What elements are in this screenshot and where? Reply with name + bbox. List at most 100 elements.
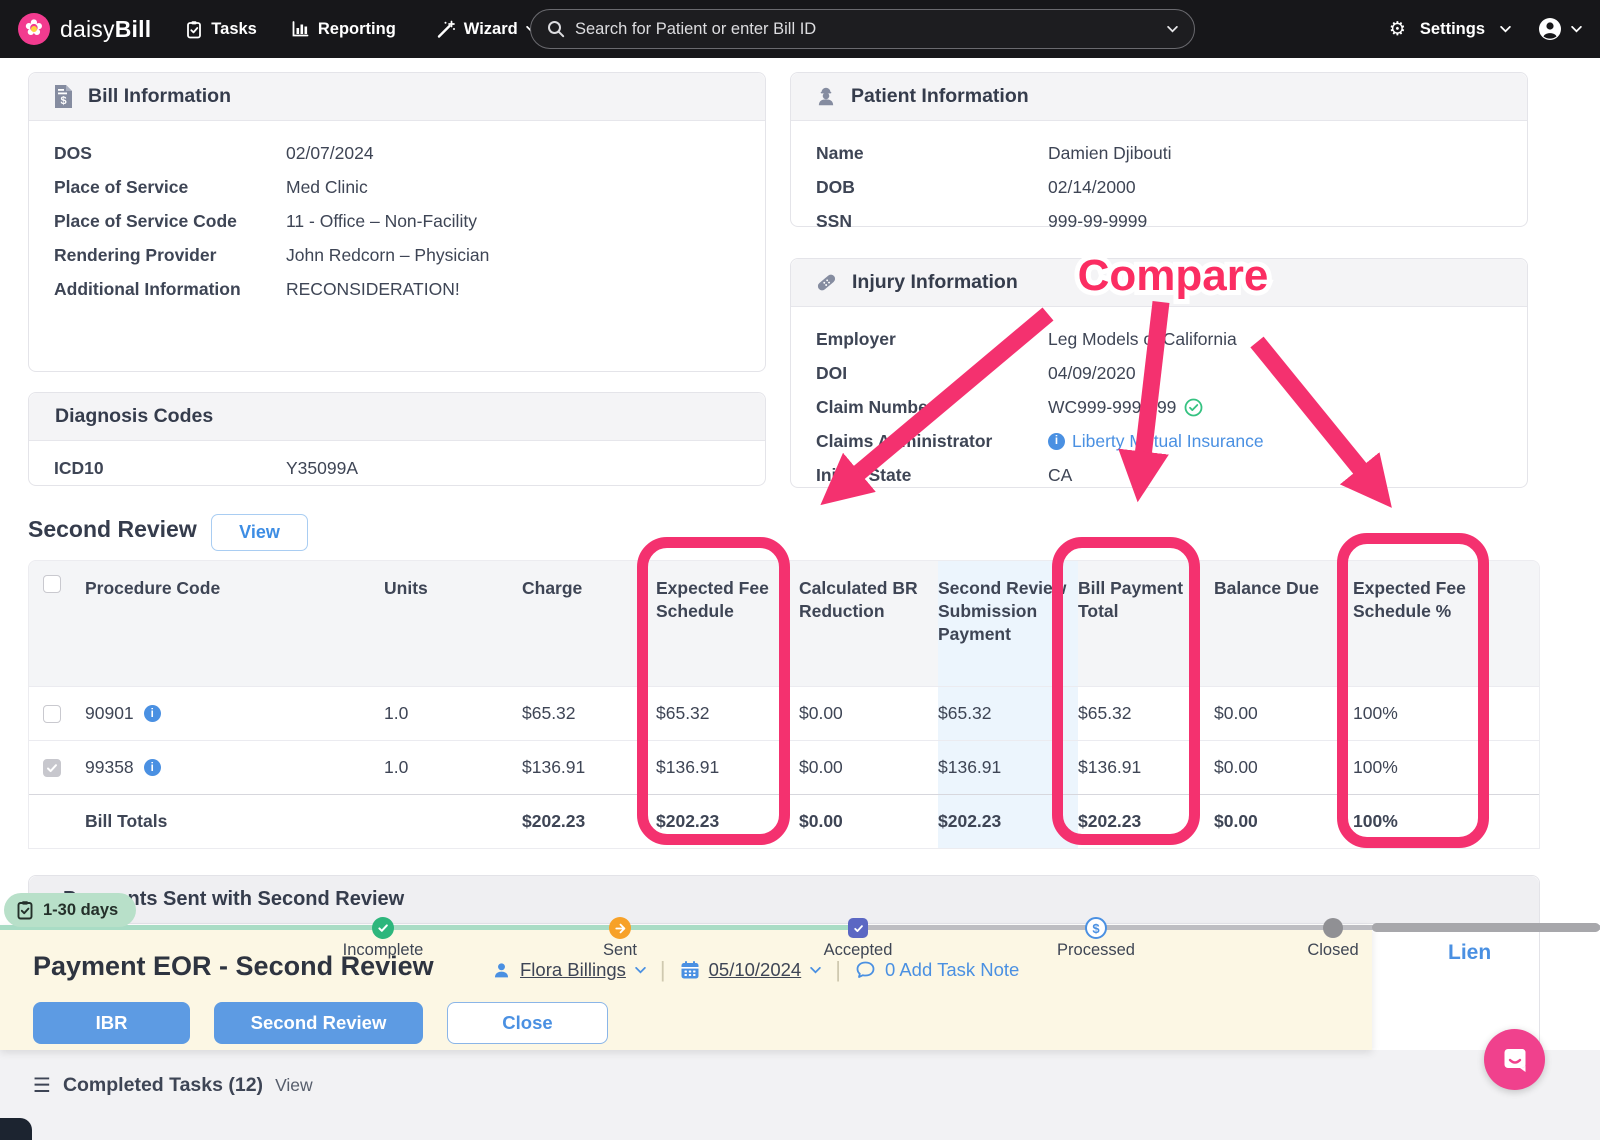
select-all-checkbox[interactable] [43, 575, 61, 593]
bottom-strip: ☰ Completed Tasks (12) View [0, 1050, 1600, 1140]
col-header-balance-due: Balance Due [1214, 578, 1320, 598]
daisybill-logo[interactable]: ✿ daisyBill [18, 13, 151, 45]
row-checkbox[interactable] [43, 704, 61, 723]
brand-text: daisyBill [60, 15, 152, 42]
chat-launcher-button[interactable] [1484, 1029, 1545, 1090]
bill-row-place-of-service: Place of Service Med Clinic [54, 176, 368, 197]
procedure-info-icon[interactable]: i [143, 759, 161, 776]
nav-reporting[interactable]: Reporting [291, 20, 396, 39]
row-checkbox[interactable] [43, 758, 61, 777]
assignee-person-icon [494, 962, 509, 977]
close-button[interactable]: Close [447, 1002, 608, 1044]
payments-sent-header: Payments Sent with Second Review [29, 876, 1539, 924]
add-task-note-label: 0 Add Task Note [884, 959, 1020, 980]
step-incomplete-icon [372, 917, 394, 939]
bottom-left-widget-peek [0, 1118, 32, 1140]
col-header-expected-fee-schedule: Expected Fee Schedule [656, 578, 769, 621]
task-meta-row: Flora Billings | 05/10/2024 | 0 Add Task… [492, 955, 1019, 985]
chat-bubble-icon [1504, 1048, 1525, 1072]
table-header-row: Procedure Code Units Charge Expected Fee… [29, 561, 1539, 686]
procedure-info-icon[interactable]: i [143, 705, 161, 722]
patient-information-card: Patient Information Name Damien Djibouti … [790, 72, 1528, 231]
task-note-bubble-icon [856, 961, 875, 978]
injury-row-state: Injury State CA [816, 464, 1073, 485]
due-date-chevron-down-icon [810, 966, 821, 973]
second-review-heading: Second Review [28, 516, 197, 542]
nav-account[interactable] [1537, 16, 1582, 42]
tasks-clipboard-icon [187, 20, 202, 38]
injury-row-claim-number: Claim Number WC999-999-999 [816, 390, 1527, 424]
step-sent-icon [609, 917, 631, 939]
completed-tasks-row: ☰ Completed Tasks (12) View [33, 1073, 313, 1097]
nav-settings-label: Settings [1419, 19, 1485, 38]
nav-wizard[interactable]: Wizard [436, 20, 537, 39]
separator: | [835, 957, 841, 982]
bill-totals-label: Bill Totals [85, 811, 168, 831]
second-review-view-button[interactable]: View [211, 514, 308, 551]
info-icon: i [1048, 432, 1065, 450]
col-header-units: Units [384, 578, 428, 598]
assignee-selector[interactable]: Flora Billings [492, 959, 646, 981]
col-header-calculated-br-reduction: Calculated BR Reduction [799, 578, 918, 621]
completed-tasks-view-link[interactable]: View [275, 1074, 313, 1095]
injury-row-employer: Employer Leg Models of California [816, 328, 1237, 349]
due-date-selector[interactable]: 05/10/2024 [680, 959, 822, 981]
injury-row-doi: DOI 04/09/2020 [816, 362, 1136, 383]
nav-reporting-label: Reporting [317, 19, 396, 38]
step-sent-label: Sent [603, 941, 637, 959]
diagnosis-row-icd10: ICD10 Y35099A [54, 457, 359, 478]
lien-link[interactable]: Lien [1448, 941, 1492, 964]
daisy-flower-icon: ✿ [18, 13, 50, 45]
wizard-wand-icon [437, 20, 455, 38]
assignee-name: Flora Billings [520, 959, 626, 980]
step-closed-icon [1323, 918, 1343, 938]
nav-tasks-label: Tasks [211, 19, 257, 38]
nav-tasks[interactable]: Tasks [185, 20, 257, 39]
check-icon [47, 763, 57, 772]
diagnosis-codes-header: Diagnosis Codes [29, 393, 765, 441]
user-avatar-icon [1539, 18, 1561, 40]
step-accepted-icon [848, 918, 868, 938]
search-icon [548, 21, 565, 38]
patient-information-header: Patient Information [791, 73, 1527, 121]
second-review-button[interactable]: Second Review [214, 1002, 423, 1044]
step-processed-icon: $ [1085, 917, 1107, 939]
injury-information-card: Injury Information Employer Leg Models of… [790, 258, 1528, 488]
patient-row-name: Name Damien Djibouti [816, 142, 1172, 163]
assignee-chevron-down-icon [635, 966, 646, 973]
ibr-button[interactable]: IBR [33, 1002, 190, 1044]
add-task-note-link[interactable]: 0 Add Task Note [855, 959, 1019, 981]
procedure-code: 99358 [85, 757, 134, 777]
svg-text:$: $ [60, 95, 66, 107]
step-incomplete-label: Incomplete [342, 941, 424, 959]
search-input[interactable] [575, 19, 1167, 39]
due-date-value: 05/10/2024 [708, 959, 802, 980]
list-icon: ☰ [33, 1073, 51, 1097]
search-chevron-down-icon[interactable] [1167, 25, 1178, 33]
table-row-bill-totals: Bill Totals $202.23 $202.23 $0.00 $202.2… [29, 794, 1539, 848]
task-title: Payment EOR - Second Review [33, 951, 434, 981]
horizontal-scrollbar[interactable] [1372, 923, 1600, 932]
col-header-second-review-submission-payment: Second Review Submission Payment [938, 561, 1078, 686]
injury-bandage-icon [817, 274, 836, 291]
nav-settings[interactable]: ⚙ Settings [1389, 18, 1511, 40]
task-age-badge: 1-30 days [4, 893, 137, 927]
bill-document-icon: $ [55, 85, 72, 108]
bill-row-additional-information: Additional Information RECONSIDERATION! [54, 278, 460, 299]
badge-clipboard-icon [17, 901, 33, 920]
progress-line-remaining [858, 925, 1600, 930]
claim-verified-check-icon [1185, 398, 1203, 416]
step-accepted-label: Accepted [823, 941, 893, 959]
bill-information-title: Bill Information [88, 85, 231, 107]
patient-row-ssn: SSN 999-99-9999 [816, 210, 1148, 231]
separator: | [659, 957, 666, 982]
patient-information-title: Patient Information [851, 85, 1029, 107]
patient-row-dob: DOB 02/14/2000 [816, 176, 1136, 197]
payments-sent-title: Payments Sent with Second Review [63, 888, 405, 910]
completed-tasks-label: Completed Tasks (12) [62, 1073, 264, 1096]
col-header-expected-fee-schedule-pct: Expected Fee Schedule % [1353, 578, 1466, 621]
global-search[interactable] [530, 9, 1195, 49]
claims-administrator-link[interactable]: i Liberty Mutual Insurance [1048, 431, 1264, 452]
top-navbar: ✿ daisyBill Tasks Reporting Wizard ⚙ Set… [0, 0, 1600, 58]
